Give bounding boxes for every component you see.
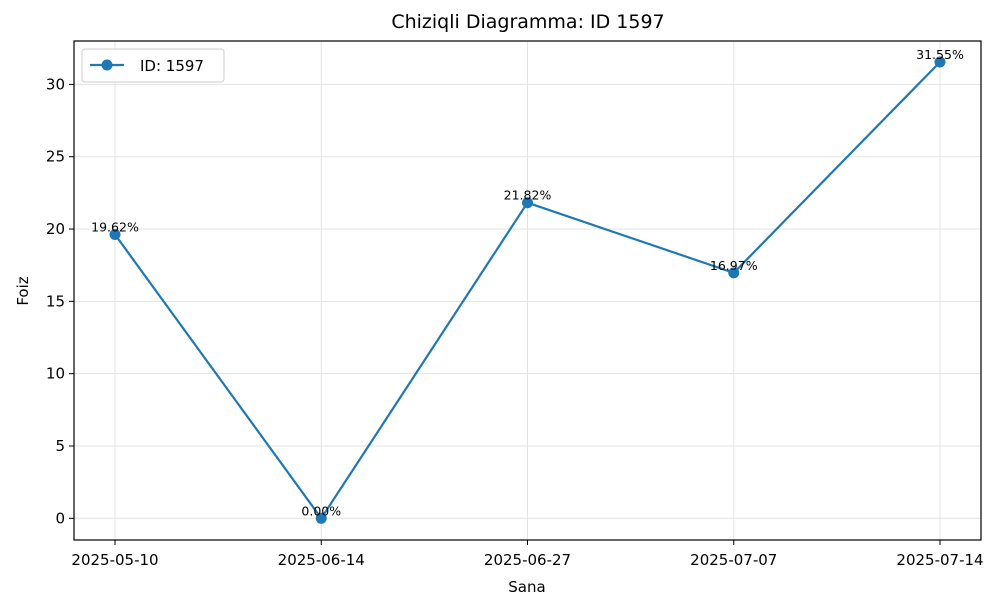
data-point (934, 56, 946, 68)
grid-layer (74, 41, 981, 540)
data-label: 0.00% (301, 503, 341, 518)
x-tick-label: 2025-05-10 (71, 551, 158, 569)
y-axis-label: Foiz (14, 276, 32, 305)
legend: ID: 1597 (81, 48, 225, 83)
data-point (315, 512, 327, 524)
series-layer: 19.62% 0.00% 21.82% 16.97% 31.55% (91, 47, 964, 524)
legend-box (81, 48, 225, 83)
x-axis-label: Sana (508, 578, 545, 596)
x-tick-label: 2025-07-07 (690, 551, 777, 569)
y-tick-label: 5 (55, 437, 65, 455)
data-point (728, 267, 740, 279)
data-point (522, 197, 533, 209)
data-label: 31.55% (916, 47, 964, 62)
data-label: 19.62% (91, 220, 139, 235)
y-tick-label: 25 (46, 148, 65, 166)
legend-point-marker (101, 59, 113, 71)
data-label: 21.82% (504, 188, 552, 203)
chart-title: Chiziqli Diagramma: ID 1597 (391, 11, 664, 33)
legend-entry-label: ID: 1597 (140, 57, 204, 75)
y-tick-label: 10 (46, 365, 65, 383)
data-label: 16.97% (710, 258, 758, 273)
x-tick-label: 2025-07-14 (896, 551, 983, 569)
y-tick-label: 15 (46, 292, 65, 310)
data-point (109, 229, 121, 241)
y-tick-label: 0 (55, 509, 65, 527)
x-tick-label: 2025-06-14 (278, 551, 365, 569)
y-tick-label: 30 (46, 75, 65, 93)
y-tick-label: 20 (46, 220, 65, 238)
ticks-layer: 2025-05-10 2025-06-14 2025-06-27 2025-07-07… (46, 75, 984, 569)
x-tick-label: 2025-06-27 (484, 551, 571, 569)
